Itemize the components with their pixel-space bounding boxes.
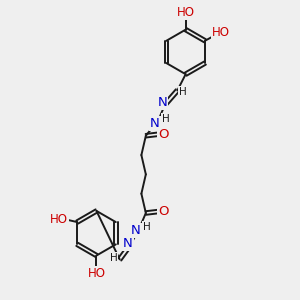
Text: H: H (110, 253, 118, 263)
Text: O: O (158, 205, 169, 218)
Text: HO: HO (50, 213, 68, 226)
Text: H: H (162, 114, 169, 124)
Text: O: O (158, 128, 169, 141)
Text: H: H (179, 87, 187, 97)
Text: H: H (143, 222, 151, 232)
Text: N: N (158, 96, 167, 109)
Text: N: N (150, 117, 160, 130)
Text: N: N (131, 224, 141, 237)
Text: HO: HO (88, 267, 106, 280)
Text: HO: HO (177, 6, 195, 19)
Text: HO: HO (212, 26, 230, 39)
Text: N: N (123, 237, 133, 250)
